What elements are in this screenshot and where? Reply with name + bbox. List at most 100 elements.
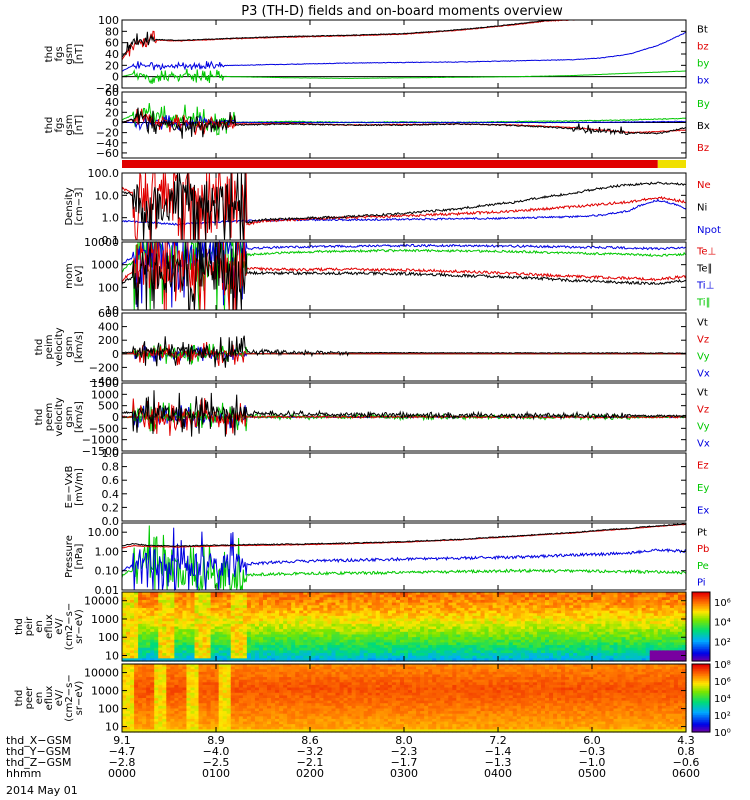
legend-green: Ey	[697, 483, 709, 494]
x-tick-label: 7.2	[489, 734, 507, 747]
y-tick-label: −500	[89, 422, 119, 435]
legend-red: Ez	[697, 460, 709, 471]
series-red-line	[121, 19, 686, 61]
y-tick-label: 100	[98, 281, 119, 294]
y-axis-title: sr−eV)	[74, 681, 85, 716]
y-axis-title: E=−VxB	[64, 466, 75, 509]
legend-red: Vz	[697, 335, 709, 346]
y-tick-label: 1500	[91, 377, 119, 390]
panel-temperature: 10000 1000 100 10 mom [eV] Te⊥ Te∥ Ti⊥ Ti∥	[64, 236, 716, 317]
y-tick-label: 100.0	[88, 167, 120, 180]
x-tick-label: 0000	[108, 767, 136, 780]
x-tick-label: 0600	[672, 767, 700, 780]
legend-green: Vy	[697, 422, 710, 433]
legend-blue: Npot	[697, 225, 721, 236]
y-tick-label: 40	[105, 48, 119, 61]
legend-red: Ne	[697, 180, 711, 191]
y-axis-title: eflux	[44, 614, 55, 639]
y-tick-label: −1500	[82, 445, 119, 458]
panel-density: 100.0 10.0 1.0 0.1 Density [cm−3] Ne Ni Npot	[64, 167, 721, 247]
x-tick-label: 0400	[484, 767, 512, 780]
legend-green: Pe	[697, 561, 709, 572]
x-tick-label: 4.3	[677, 734, 695, 747]
series-black-line	[121, 390, 687, 437]
y-axis-title: [km/s]	[74, 331, 85, 363]
x-tick-label: −4.7	[109, 745, 136, 758]
y-axis-title: gsm	[64, 43, 75, 64]
colorbar: 10⁸ 10⁶ 10⁴ 10² 10⁰	[691, 660, 731, 739]
legend-blue: bx	[697, 76, 709, 87]
x-tick-label: −1.4	[485, 745, 512, 758]
legend-black: Vt	[697, 388, 708, 399]
y-tick-label: 10000	[84, 667, 119, 680]
x-tick-label: −2.5	[203, 756, 230, 769]
colorbar-tick-label: 10²	[714, 637, 731, 648]
legend-green: Ti∥	[696, 298, 711, 309]
colorbar-tick-label: 10⁰	[714, 728, 731, 739]
y-axis-title: thd	[44, 46, 55, 63]
y-tick-label: 0.0	[102, 515, 120, 528]
y-axis-title: en	[34, 692, 45, 705]
legend-red: Bz	[697, 143, 709, 154]
y-tick-label: 10.0	[95, 189, 120, 202]
legend-black: Te∥	[696, 264, 713, 275]
legend-black: Pt	[697, 527, 707, 538]
series-black-line	[121, 335, 687, 368]
y-axis-title: thd	[14, 618, 25, 635]
x-tick-label: −4.0	[203, 745, 230, 758]
y-axis-title: velocity	[54, 327, 65, 366]
spectrogram-cells	[122, 664, 687, 733]
x-tick-label: 8.0	[395, 734, 413, 747]
y-tick-label: 0.2	[102, 501, 120, 514]
y-axis-title: peir	[24, 616, 35, 636]
legend-red: Vz	[697, 405, 709, 416]
x-tick-label: −1.3	[485, 756, 512, 769]
panel-peer-eflux: 10⁸ 10⁶ 10⁴ 10² 10⁰ 10000 1000 100 10 thd peer en ef…	[14, 660, 731, 739]
y-tick-label: 1.0	[102, 212, 120, 225]
y-tick-label: 0	[112, 411, 119, 424]
legend-black: Ni	[697, 203, 707, 214]
y-tick-label: 10000	[84, 236, 119, 249]
y-tick-label: 100	[98, 703, 119, 716]
y-axis-title: Density	[64, 187, 75, 225]
x-tick-label: −2.3	[391, 745, 418, 758]
legend-red: bz	[697, 42, 709, 53]
x-row-label: thd_Z−GSM	[6, 756, 72, 769]
y-axis-title: eV/	[54, 618, 65, 635]
panel-flag-bar	[122, 160, 686, 168]
x-tick-label: 0100	[202, 767, 230, 780]
x-row-label: hhmm	[6, 767, 41, 780]
y-axis-title: gsm	[64, 336, 75, 357]
flag-segment-1	[657, 160, 686, 168]
legend-blue: Ti⊥	[696, 281, 714, 292]
series-red-line	[122, 341, 687, 366]
y-tick-label: 60	[105, 86, 119, 99]
y-tick-label: 20	[105, 59, 119, 72]
y-axis-title: (cm2−s−	[64, 674, 75, 721]
colorbar-tick-label: 10⁴	[714, 694, 731, 705]
y-tick-label: 1000	[91, 388, 119, 401]
y-tick-label: 1000	[91, 685, 119, 698]
y-axis-title: peem	[44, 403, 55, 431]
x-tick-label: 9.1	[113, 734, 131, 747]
colorbar-tick-label: 10⁶	[714, 677, 731, 688]
colorbar-tick-label: 10⁴	[714, 618, 731, 629]
y-tick-label: 0.4	[102, 488, 120, 501]
y-tick-label: 10000	[84, 595, 119, 608]
y-axis-title: [nPa]	[74, 543, 85, 569]
x-tick-label: 8.6	[301, 734, 319, 747]
y-tick-label: 10	[105, 650, 119, 663]
y-axis-title: gsm	[64, 406, 75, 427]
y-tick-label: 0.01	[95, 584, 120, 597]
panel-pressure: 10.00 1.00 0.10 0.01 Pressure [nPa] Pt Pb Pe Pi	[64, 522, 709, 597]
colorbar-tick-label: 10⁸	[714, 660, 731, 671]
y-axis-title: [nT]	[74, 115, 85, 135]
x-tick-label: −3.2	[297, 745, 324, 758]
y-tick-label: 1.0	[102, 447, 120, 460]
y-tick-label: 0	[112, 116, 119, 129]
